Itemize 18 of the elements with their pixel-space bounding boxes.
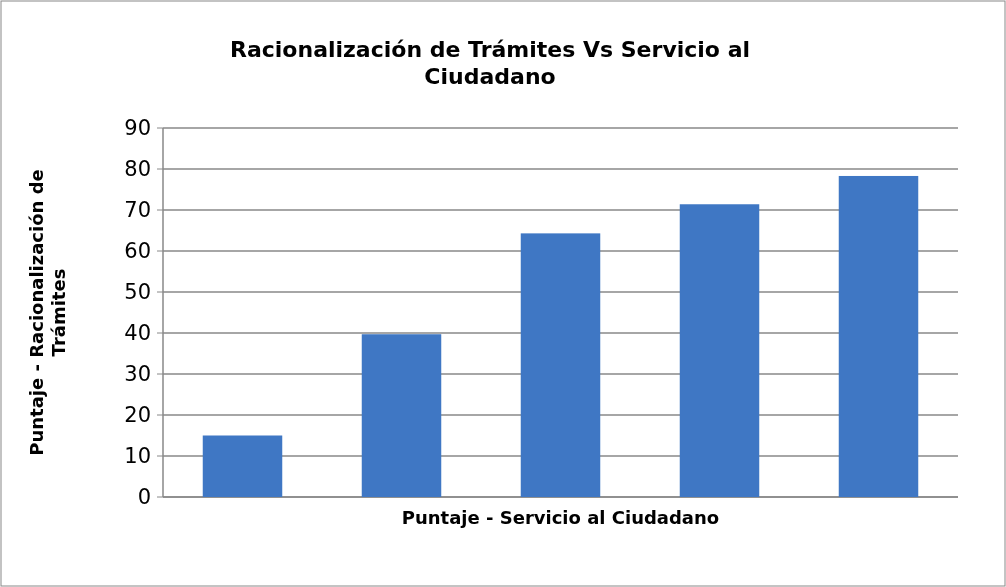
chart-title: Racionalización de Trámites Vs Servicio al Ciudadano: [229, 37, 751, 89]
y-tick-label: 80: [124, 157, 151, 182]
bar: [361, 334, 442, 497]
bar: [520, 233, 601, 497]
y-axis-title: Puntaje - Racionalización de Trámites: [26, 169, 69, 456]
y-tick-label: 10: [124, 444, 151, 469]
y-tick-label: 50: [124, 280, 151, 305]
y-tick-label: 90: [124, 116, 151, 141]
y-tick-label: 60: [124, 239, 151, 264]
y-tick-label: 20: [124, 403, 151, 428]
y-tick-label: 30: [124, 362, 151, 387]
x-axis-title: Puntaje - Servicio al Ciudadano: [401, 507, 720, 528]
bar: [838, 175, 919, 497]
bar: [202, 435, 283, 497]
y-tick-label: 70: [124, 198, 151, 223]
y-tick-label: 40: [124, 321, 151, 346]
bar: [679, 204, 760, 497]
y-tick-label: 0: [137, 485, 151, 510]
